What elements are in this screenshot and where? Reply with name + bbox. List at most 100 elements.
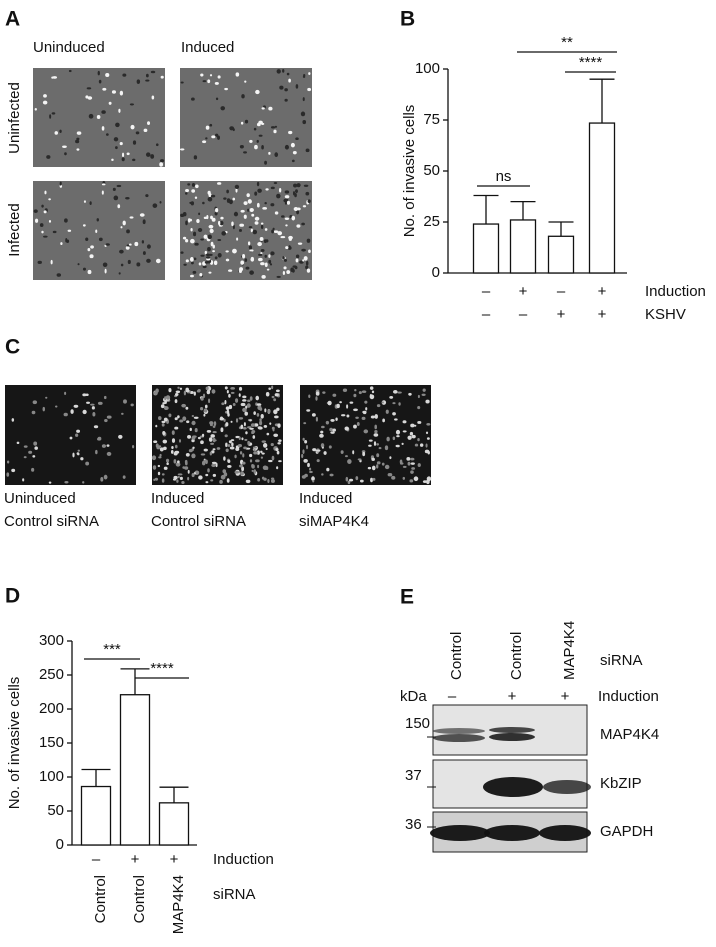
cell: [315, 396, 318, 401]
cell: [424, 449, 430, 454]
cell: [316, 459, 320, 463]
cell: [179, 419, 184, 423]
cell: [198, 212, 201, 216]
cell: [205, 253, 210, 257]
cell: [22, 478, 25, 482]
cell: [261, 452, 265, 455]
cell: [233, 211, 239, 217]
cell: [214, 256, 218, 260]
cell: [293, 183, 298, 188]
cell: [96, 114, 101, 120]
cell: [130, 124, 135, 130]
caption: Induced: [151, 490, 204, 507]
cell: [332, 428, 336, 432]
cell: [215, 207, 219, 213]
cell: [76, 429, 81, 433]
cell: [386, 436, 390, 442]
cell: [220, 474, 226, 480]
cell: [103, 474, 108, 480]
cell: [243, 422, 246, 427]
cell: [219, 417, 225, 421]
cell: [264, 262, 268, 267]
cell: [177, 473, 183, 476]
cell: [174, 444, 178, 449]
cell: [85, 461, 90, 466]
cell: [302, 437, 305, 441]
cell: [89, 201, 92, 205]
cell: [125, 246, 130, 250]
cell: [278, 439, 282, 442]
cell: [253, 451, 258, 455]
cell: [76, 148, 80, 151]
cell: [244, 80, 247, 83]
cell: [253, 411, 256, 415]
cell: [271, 385, 274, 390]
caption: Control siRNA: [4, 513, 99, 530]
cell: [185, 461, 188, 466]
cell: [312, 479, 315, 483]
cell: [132, 444, 135, 449]
cell: [185, 192, 188, 195]
cell: [256, 122, 261, 127]
cell: [31, 467, 35, 472]
cell: [159, 453, 162, 457]
cell: [161, 423, 165, 427]
cell: [229, 446, 235, 450]
cell: [270, 251, 275, 256]
cell: [264, 254, 267, 258]
cell: [192, 231, 197, 237]
cell: [225, 406, 230, 410]
cell: [274, 211, 279, 215]
cell: [200, 254, 205, 257]
cell: [122, 475, 126, 479]
induction-label: –: [448, 688, 457, 705]
cell: [332, 393, 337, 397]
cell: [203, 459, 208, 463]
cell: [245, 405, 248, 409]
cell: [179, 476, 183, 480]
cell: [315, 416, 318, 422]
cell: [122, 73, 127, 77]
cell: [159, 200, 162, 204]
cell: [362, 451, 366, 457]
cell: [259, 420, 263, 426]
category-label: +: [131, 851, 140, 868]
cell: [262, 465, 268, 471]
cell: [253, 469, 257, 474]
cell: [210, 241, 214, 247]
panel-label: B: [400, 8, 415, 31]
cell: [330, 419, 335, 422]
cell: [368, 444, 372, 447]
cell: [258, 253, 263, 256]
cell: [303, 184, 309, 187]
cell: [200, 440, 204, 445]
cell: [105, 133, 109, 136]
cell: [113, 195, 119, 201]
cell: [258, 134, 263, 137]
cell: [276, 275, 281, 278]
cell: [226, 189, 229, 194]
cell: [376, 404, 381, 408]
cell: [219, 479, 223, 484]
cell: [11, 468, 16, 473]
cell: [270, 126, 276, 129]
cell: [163, 406, 169, 411]
cell: [129, 103, 134, 106]
cell: [319, 433, 324, 438]
cell: [285, 246, 289, 250]
cell: [82, 267, 87, 271]
cell: [73, 404, 79, 408]
cell: [346, 404, 349, 409]
cell: [200, 407, 204, 411]
protein-label: GAPDH: [600, 823, 653, 840]
cell: [306, 268, 311, 273]
cell: [136, 79, 141, 84]
cell: [264, 201, 267, 205]
panel-label: A: [5, 8, 20, 31]
cell: [378, 446, 382, 450]
cell: [326, 467, 330, 472]
cell: [284, 190, 290, 194]
cell: [185, 259, 189, 263]
cell: [136, 262, 141, 267]
cell: [425, 443, 428, 448]
